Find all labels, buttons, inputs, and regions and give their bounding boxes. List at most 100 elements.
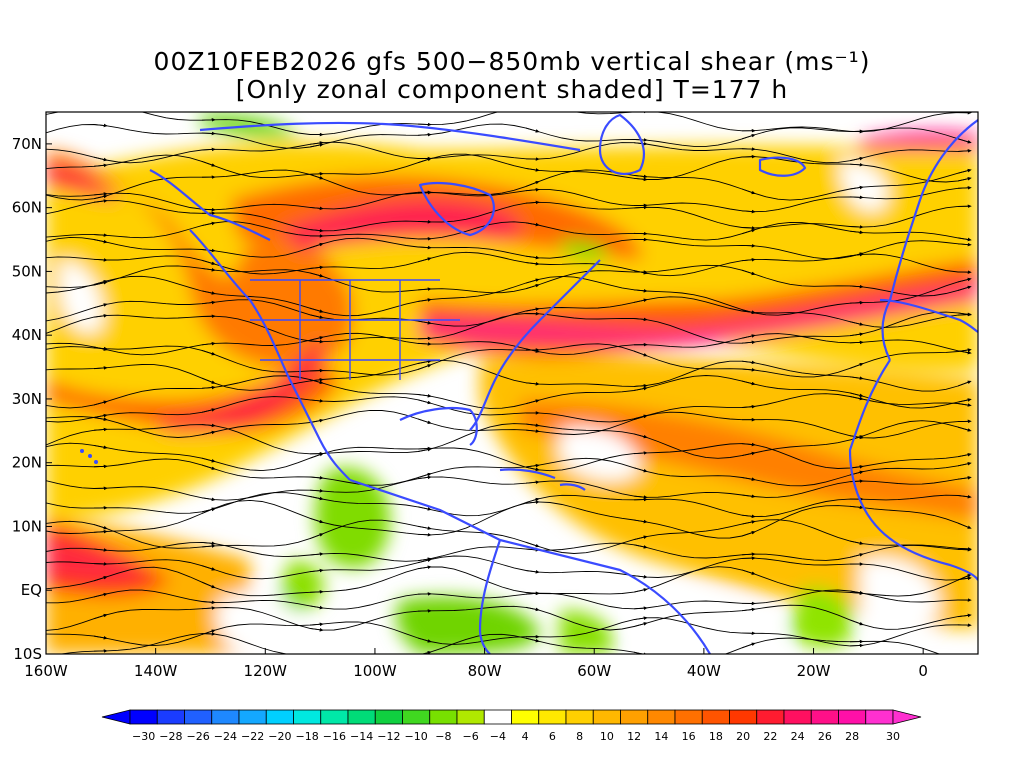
streamline — [46, 153, 971, 183]
streamline — [46, 123, 971, 149]
streamline-arrow — [309, 552, 324, 556]
streamline-arrow — [93, 156, 108, 162]
streamline-arrow — [525, 637, 540, 643]
colorbar-swatch — [347, 709, 376, 725]
colorbar-label: −26 — [187, 730, 210, 743]
streamline-arrow — [849, 540, 864, 545]
streamline-arrow — [309, 141, 324, 145]
colorbar-label: 20 — [736, 730, 750, 743]
streamline-arrow — [633, 467, 648, 473]
streamline — [46, 442, 971, 472]
streamline-arrow — [633, 616, 648, 621]
streamline-arrow — [957, 613, 972, 618]
streamline-arrow — [741, 380, 756, 386]
streamline-arrow — [201, 544, 216, 548]
colorbar-swatch — [838, 709, 867, 725]
streamline-arrow — [93, 192, 108, 196]
lat-label: 10N — [12, 517, 42, 535]
streamline-arrow — [201, 457, 216, 463]
streamline-arrow — [633, 433, 648, 439]
streamline-arrow — [849, 225, 864, 229]
streamline-arrow — [849, 332, 864, 337]
streamline-arrow — [93, 635, 108, 640]
streamline-arrow — [93, 413, 108, 418]
streamline-arrow — [93, 233, 108, 237]
colorbar-swatch — [156, 709, 185, 725]
colorbar-label: 8 — [576, 730, 583, 743]
streamline-arrow — [309, 314, 324, 319]
streamline-arrow — [741, 531, 756, 537]
streamline-arrow — [93, 123, 108, 128]
colorbar-swatch — [729, 709, 758, 725]
lon-label: 100W — [353, 662, 397, 680]
streamline-arrow — [525, 168, 540, 172]
streamline — [46, 221, 971, 241]
streamline-arrow — [849, 396, 864, 401]
streamline-arrow — [201, 349, 216, 356]
lat-label: 20N — [12, 454, 42, 472]
streamline-arrow — [741, 228, 756, 235]
streamline-arrow — [201, 541, 216, 546]
streamline-arrow — [525, 261, 540, 266]
lat-label: 50N — [12, 262, 42, 280]
colorbar-swatch — [129, 709, 158, 725]
streamline-arrow — [957, 186, 972, 190]
streamline — [46, 519, 971, 554]
streamline — [46, 200, 971, 232]
streamline-arrow — [201, 565, 216, 571]
streamline-arrow — [957, 426, 972, 432]
streamline-arrow — [741, 552, 756, 556]
streamline — [46, 169, 971, 201]
colorbar-label: −28 — [159, 730, 182, 743]
colorbar-swatch — [538, 709, 567, 725]
streamline-arrow — [957, 242, 972, 247]
streamline-arrow — [309, 336, 324, 341]
streamline — [46, 112, 971, 136]
chart-title-line1: 00Z10FEB2026 gfs 500−850mb vertical shea… — [153, 47, 871, 76]
colorbar-high-arrow — [892, 709, 922, 725]
streamline-arrow — [741, 404, 756, 409]
colorbar-swatch — [647, 709, 676, 725]
streamline-arrow — [309, 143, 324, 148]
streamline-arrow — [309, 228, 324, 233]
streamline-arrow — [849, 590, 864, 595]
streamline-arrow — [849, 505, 864, 510]
colorbar-label: 16 — [682, 730, 696, 743]
streamline-arrow — [93, 194, 108, 200]
streamline-arrow — [633, 350, 648, 357]
streamline-arrow — [309, 489, 324, 493]
streamline-arrow — [525, 180, 540, 187]
streamline-arrow — [741, 269, 756, 276]
streamline-arrow — [525, 463, 540, 468]
streamline-arrow — [741, 360, 756, 365]
colorbar-swatch — [320, 709, 349, 725]
plot-area — [46, 112, 978, 654]
streamline-arrow — [849, 321, 864, 326]
streamline-arrow — [957, 403, 972, 407]
lon-label: 40W — [687, 662, 721, 680]
streamline-arrow — [309, 496, 324, 501]
streamline-arrow — [93, 303, 108, 309]
streamline-arrow — [93, 592, 108, 598]
axes: 160W 140W 120W 100W 80W 60W 40W 20W 0 70N 60N 50N 40… — [12, 135, 928, 680]
colorbar-swatch — [238, 709, 267, 725]
streamline-arrow — [957, 452, 972, 458]
streamline — [46, 457, 971, 487]
colorbar-swatch — [783, 709, 812, 725]
streamline-arrow — [309, 272, 324, 278]
streamline-arrow — [849, 619, 864, 626]
streamline-arrow — [525, 283, 540, 290]
streamline-arrow — [417, 475, 432, 480]
streamline — [46, 236, 971, 260]
streamline-arrow — [957, 461, 972, 467]
streamline-arrow — [849, 156, 864, 162]
streamline-arrow — [417, 132, 432, 137]
streamline-arrow — [525, 222, 540, 227]
streamline-arrow — [417, 558, 432, 564]
streamline-arrow — [417, 532, 432, 537]
streamline-arrow — [93, 163, 108, 168]
colorbar-swatch — [211, 709, 240, 725]
coastlines — [149, 113, 978, 654]
streamline-arrow — [957, 476, 972, 480]
streamline-arrow — [417, 506, 432, 511]
